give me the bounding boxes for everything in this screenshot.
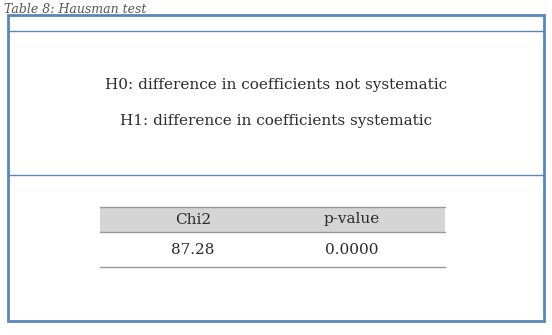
Text: p-value: p-value — [323, 212, 380, 226]
Text: H0: difference in coefficients not systematic: H0: difference in coefficients not syste… — [105, 78, 447, 92]
Text: 0.0000: 0.0000 — [325, 243, 379, 257]
Bar — [100, 207, 445, 232]
Text: Table 8: Hausman test: Table 8: Hausman test — [4, 3, 146, 16]
Text: 87.28: 87.28 — [172, 243, 215, 257]
Text: Chi2: Chi2 — [175, 212, 211, 226]
Text: H1: difference in coefficients systematic: H1: difference in coefficients systemati… — [120, 114, 432, 128]
